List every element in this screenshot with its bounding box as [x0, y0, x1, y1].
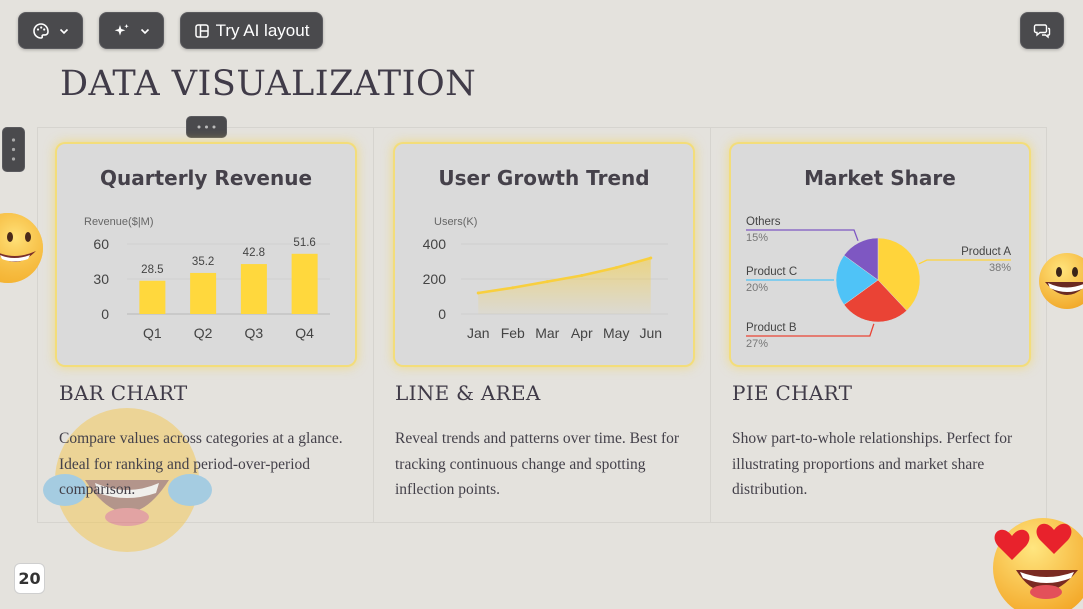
horizontal-dots-icon — [197, 125, 216, 129]
chevron-down-icon — [59, 28, 68, 34]
data-point — [614, 266, 618, 270]
data-point — [545, 280, 549, 284]
vertical-dots-icon — [11, 138, 16, 161]
pie-slice — [843, 279, 908, 323]
try-ai-layout-label: Try AI layout — [215, 20, 310, 40]
slice-label: Product B — [746, 322, 797, 334]
x-tick-label: Apr — [571, 325, 593, 341]
section-heading: PIE CHART — [732, 381, 853, 405]
slice-percent: 15% — [746, 232, 768, 244]
pie-slice — [835, 254, 879, 306]
section-description: Compare values across categories at a gl… — [59, 430, 343, 498]
bar — [291, 253, 318, 314]
y-tick-label: 60 — [93, 236, 109, 252]
line-chart-card[interactable]: User Growth Trend Users(K) 0 200 400 Jan Feb M… — [395, 144, 693, 365]
y-tick-label: 200 — [423, 271, 447, 287]
data-label: 51.6 — [293, 237, 315, 249]
bar — [190, 272, 217, 314]
chevron-down-icon — [140, 28, 149, 34]
data-label: 35.2 — [192, 256, 214, 268]
y-tick-label: 0 — [101, 306, 109, 322]
data-point — [580, 274, 584, 277]
pie-chart-card[interactable]: Market Share Product A 38% Product B 27% Pro… — [731, 144, 1029, 365]
y-axis-label: Users(K) — [434, 216, 477, 228]
x-tick-label: Q3 — [245, 325, 264, 341]
x-tick-label: Q4 — [295, 325, 314, 341]
x-tick-label: May — [603, 325, 629, 341]
column-divider — [373, 127, 374, 523]
data-point — [649, 256, 653, 260]
x-tick-label: Q1 — [143, 325, 162, 341]
smiling-emoji-icon — [0, 213, 43, 283]
page-number: 20 — [14, 563, 45, 594]
bar — [139, 280, 166, 314]
x-tick-label: Q2 — [194, 325, 213, 341]
chart-title: Quarterly Revenue — [99, 166, 313, 190]
layout-icon — [194, 23, 209, 38]
y-tick-label: 30 — [93, 271, 109, 287]
data-label: 28.5 — [141, 264, 163, 276]
palette-icon — [32, 22, 49, 39]
chart-title: Market Share — [804, 166, 956, 190]
theme-button[interactable] — [18, 12, 83, 49]
x-tick-label: Mar — [535, 325, 559, 341]
comment-icon — [1033, 23, 1051, 38]
area-chart: Users(K) 0 200 400 Jan Feb Mar Apr May Jun — [423, 216, 668, 341]
sparkle-icon — [114, 23, 129, 36]
laughing-emoji-icon — [43, 408, 212, 552]
comment-button[interactable] — [1020, 12, 1064, 49]
section-heading: BAR CHART — [59, 381, 188, 405]
chart-title: User Growth Trend — [438, 166, 650, 190]
leader-line — [746, 323, 875, 337]
y-tick-label: 0 — [438, 306, 446, 322]
more-options-handle[interactable] — [186, 116, 227, 138]
x-tick-label: Jun — [639, 325, 662, 341]
section-heading: LINE & AREA — [395, 381, 541, 405]
ai-button[interactable] — [99, 12, 164, 49]
bar-chart: Revenue($|M) 0 30 60 28.5 Q1 35.2 Q2 42.8 Q3 51.6 Q… — [84, 216, 330, 341]
page-title: DATA VISUALIZATION — [60, 64, 477, 104]
section-description: Reveal trends and patterns over time. Be… — [395, 430, 680, 498]
leader-line — [918, 259, 1011, 265]
slice-label: Others — [746, 216, 781, 228]
pie-slice — [877, 237, 921, 311]
slice-percent: 27% — [746, 338, 768, 350]
area-fill — [478, 258, 651, 314]
data-point — [511, 286, 515, 290]
y-tick-label: 400 — [423, 236, 447, 252]
heart-eyes-emoji-icon — [993, 518, 1083, 609]
x-tick-label: Feb — [501, 325, 525, 341]
slice-label: Product C — [746, 266, 797, 278]
pie-slice — [843, 237, 879, 281]
slice-label: Product A — [961, 246, 1011, 258]
slice-percent: 38% — [989, 262, 1011, 274]
column-divider — [710, 127, 711, 523]
try-ai-layout-button[interactable]: Try AI layout — [180, 12, 323, 49]
bar — [240, 264, 267, 314]
bar-chart-card[interactable]: Quarterly Revenue Revenue($|M) 0 30 60 28.5 Q… — [57, 144, 355, 365]
series-line — [478, 256, 652, 295]
x-tick-label: Jan — [467, 325, 490, 341]
slice-percent: 20% — [746, 282, 768, 294]
section-description: Show part-to-whole relationships. Perfec… — [732, 430, 1013, 498]
content-grid — [37, 127, 1047, 523]
pie-chart: Product A 38% Product B 27% Product C 20% Othe… — [746, 216, 1011, 350]
y-axis-label: Revenue($|M) — [84, 216, 154, 228]
grinning-emoji-icon — [1039, 253, 1083, 309]
leader-line — [746, 229, 859, 242]
side-drag-handle[interactable] — [2, 127, 25, 172]
data-label: 42.8 — [243, 247, 265, 259]
data-point — [476, 291, 480, 295]
